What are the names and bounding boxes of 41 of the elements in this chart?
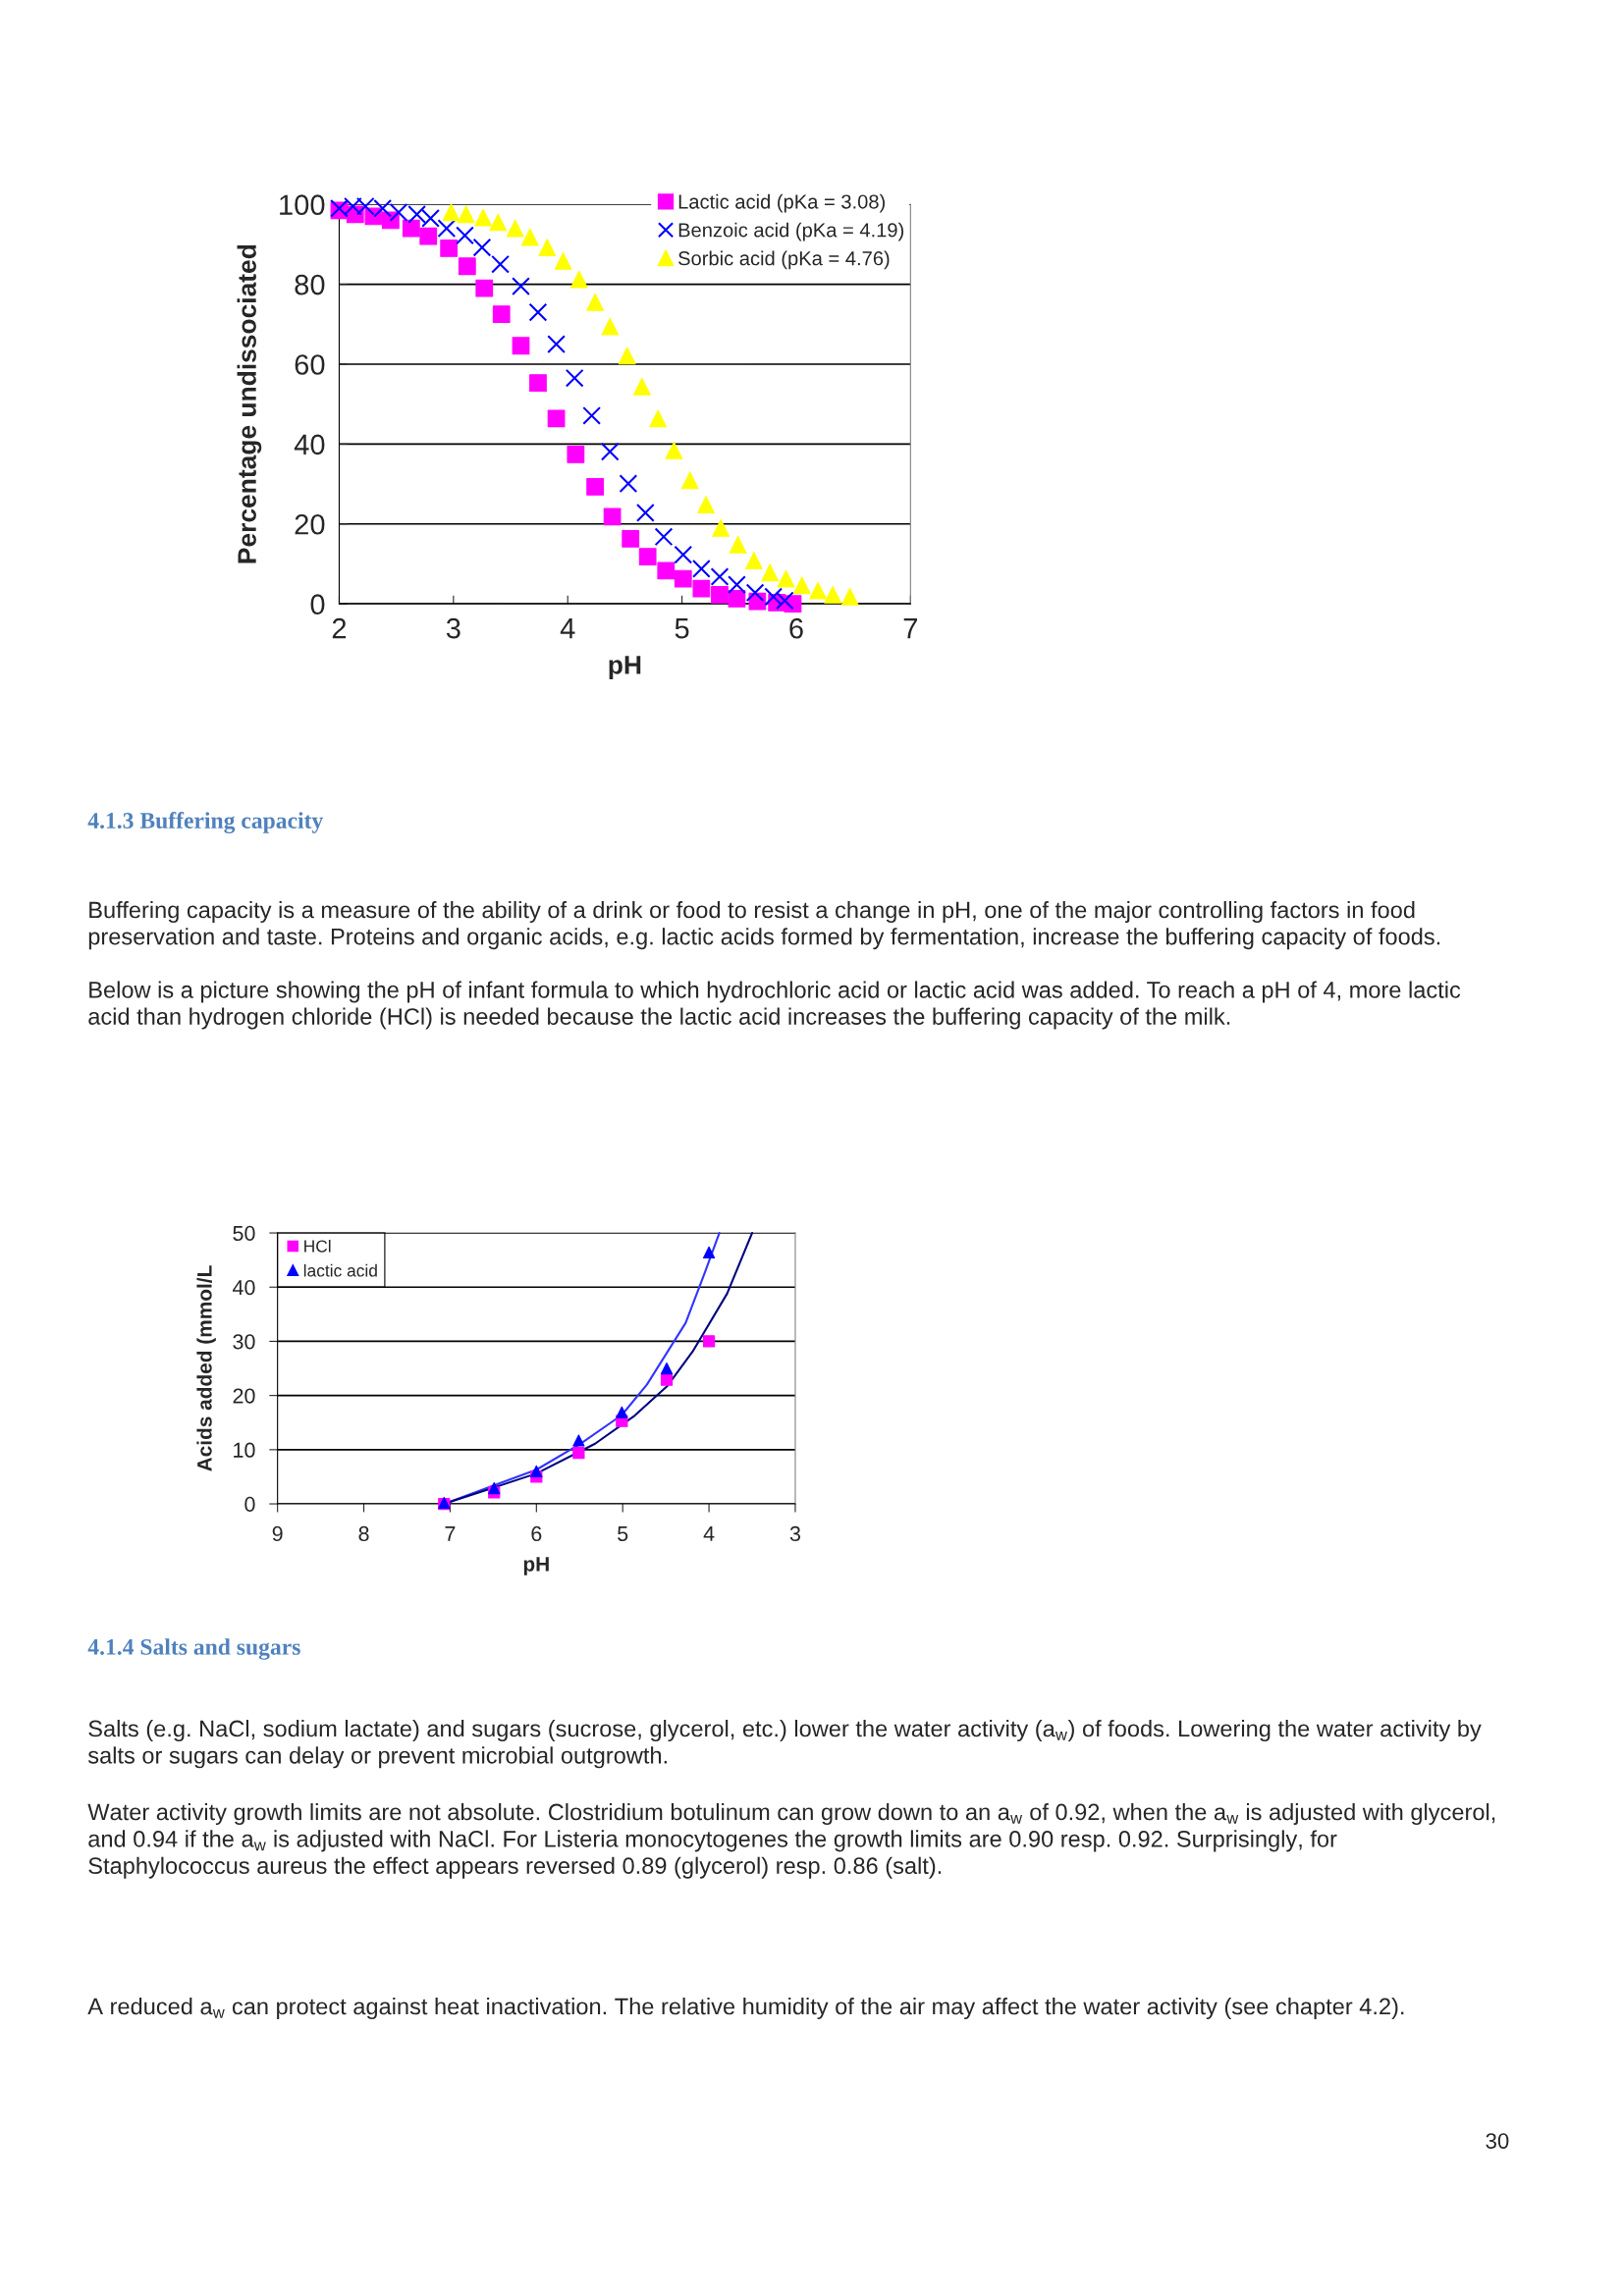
text: Salts (e.g. NaCl, sodium lactate) and sugars (sucrose, glycerol, etc.) lower the water activity (a$_{w}$) of foods. Lowering the water activity by salts or sugars can delay or prevent microbial outgrowth. [87, 1720, 1482, 1769]
text: 4.1.4 Salts and sugars [87, 1638, 300, 1660]
x-tick-label: 3 [789, 1525, 801, 1542]
text: Water activity growth limits are not absolute. Clostridium botulinum can grow down to an a$_{w}$ of 0.92, when the a$_{w}$ is adjusted with glycerol, and 0.94 if the a$_{w}$ is adjusted with NaCl. For Listeria monocytogenes the growth limits are 0.90 resp. 0.92. Surprisingly, for Staphylococcus aureus the effect appears reversed 0.89 (glycerol) resp. 0.86 (salt). [87, 1803, 1495, 1879]
y-tick-label: 40 [294, 434, 325, 455]
y-tick-label: 40 [232, 1280, 255, 1296]
x-tick-label: 4 [703, 1526, 715, 1541]
y-tick-label: 60 [295, 354, 325, 375]
text: A reduced a$_{w}$ can protect against heat inactivation. The relative humidity of the air may affect the water activity (see chapter 4.2). [87, 1998, 1404, 2020]
text: Buffering capacity is a measure of the ability of a drink or food to resist a change in pH, one of the major controlling factors in food preservation and taste. Proteins and organic acids, e.g. lactic acids formed by fermentation, increase the buffering capacity of foods. Below is a picture showing the pH of infant formula to which hydrochloric acid or lactic acid was added. To reach a pH of 4, more lactic acid than hydrogen chloride (HCl) is needed because the lactic acid increases the buffering capacity of the milk. [88, 901, 1461, 1030]
text: 30 [1486, 2133, 1509, 2149]
x-tick-label: 3 [446, 617, 460, 639]
y-tick-label: 100 [280, 194, 325, 216]
x-tick-label: 6 [531, 1525, 542, 1542]
y-tick-label: 0 [244, 1496, 255, 1513]
legend-label: lactic acid [303, 1263, 377, 1277]
x-tick-label: 4 [560, 618, 575, 639]
y-axis-title: Acids added (mmol/L [196, 1265, 216, 1471]
x-tick-label: 8 [358, 1525, 369, 1542]
x-tick-label: 5 [618, 1526, 628, 1542]
x-tick-label: 5 [675, 618, 689, 639]
y-tick-label: 10 [234, 1442, 255, 1458]
y-tick-label: 0 [310, 594, 325, 615]
x-tick-label: 7 [903, 618, 917, 639]
legend-label: Sorbic acid (pKa = 4.76) [678, 250, 890, 270]
y-tick-label: 30 [233, 1334, 255, 1350]
y-axis-title: Percentage undissociated [237, 244, 262, 563]
legend-label: Benzoic acid (pKa = 4.19) [678, 222, 904, 241]
chart-title: 4.1.3 Buffering capacity [87, 812, 324, 833]
x-tick-label: 2 [332, 617, 347, 639]
y-tick-label: 80 [295, 274, 325, 295]
x-axis-title: pH [609, 656, 641, 679]
x-tick-label: 6 [789, 617, 803, 639]
y-tick-label: 50 [233, 1225, 255, 1242]
y-tick-label: 20 [295, 513, 325, 535]
x-tick-label: 9 [272, 1525, 283, 1542]
x-tick-label: 7 [445, 1526, 456, 1541]
legend-label: HCl [304, 1239, 331, 1253]
y-tick-label: 20 [233, 1388, 255, 1404]
legend-label: Lactic acid (pKa = 3.08) [678, 193, 885, 213]
x-axis-title: pH [523, 1557, 549, 1575]
